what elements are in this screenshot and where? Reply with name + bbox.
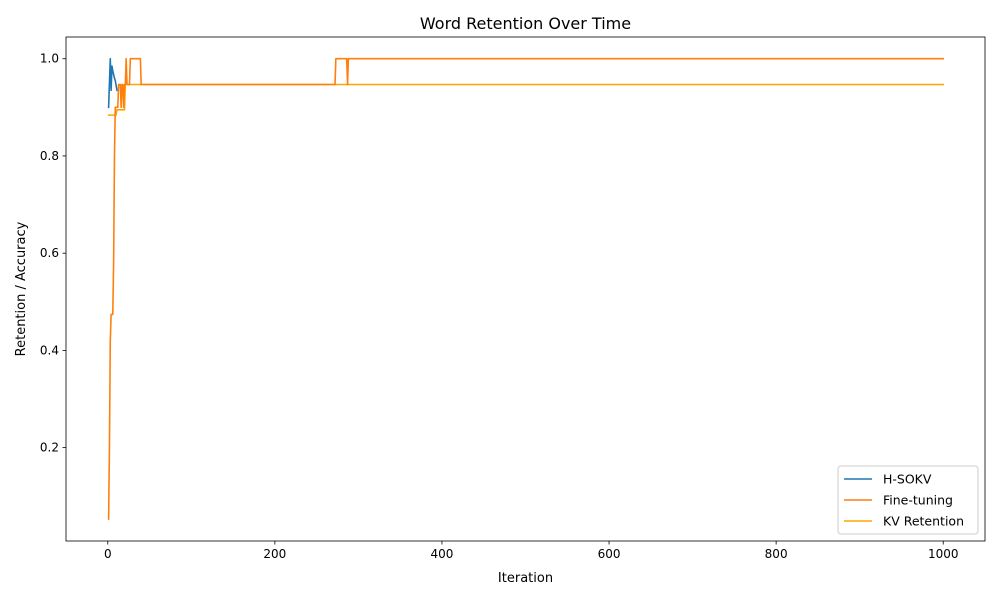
legend: H-SOKV Fine-tuning KV Retention bbox=[837, 465, 979, 535]
x-tick-label: 400 bbox=[431, 547, 454, 561]
legend-box bbox=[837, 465, 979, 535]
legend-label-fine-tuning: Fine-tuning bbox=[883, 493, 953, 508]
legend-label-h-sokv: H-SOKV bbox=[883, 472, 932, 487]
x-tick-label: 1000 bbox=[928, 547, 959, 561]
y-tick-label: 0.8 bbox=[40, 149, 59, 163]
x-tick-label: 800 bbox=[765, 547, 788, 561]
x-tick-label: 600 bbox=[598, 547, 621, 561]
y-tick-label: 0.4 bbox=[40, 343, 59, 357]
y-tick-label: 0.2 bbox=[40, 441, 59, 455]
series-line-fine-tuning bbox=[107, 57, 945, 520]
chart-title: Word Retention Over Time bbox=[420, 14, 631, 33]
plot-area: 0 200 400 600 800 1000 0.2 0.4 0.6 0.8 1.0 bbox=[40, 36, 986, 561]
series-line-h-sokv bbox=[107, 57, 118, 109]
y-tick-label: 0.6 bbox=[40, 246, 59, 260]
legend-label-kv-retention: KV Retention bbox=[883, 514, 964, 529]
y-tick-label: 1.0 bbox=[40, 52, 59, 66]
series-lines bbox=[107, 57, 945, 520]
x-tick-label: 200 bbox=[263, 547, 286, 561]
x-axis-title: Iteration bbox=[498, 571, 553, 586]
x-tick-label: 0 bbox=[104, 547, 112, 561]
axes-frame bbox=[65, 36, 986, 542]
y-axis-title: Retention / Accuracy bbox=[14, 221, 29, 356]
